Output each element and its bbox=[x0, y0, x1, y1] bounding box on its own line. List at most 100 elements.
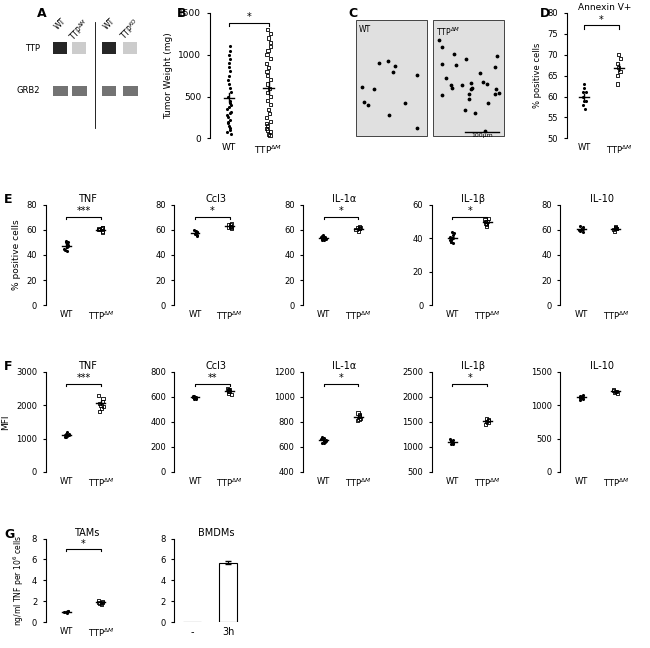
Text: *: * bbox=[246, 12, 252, 23]
Point bbox=[261, 112, 272, 122]
Point bbox=[577, 393, 588, 403]
Point bbox=[62, 605, 73, 616]
Point bbox=[96, 403, 107, 413]
Point bbox=[319, 235, 330, 245]
Point bbox=[355, 222, 365, 233]
Point bbox=[578, 227, 588, 238]
Point bbox=[390, 60, 400, 71]
Point bbox=[483, 213, 493, 224]
Point bbox=[265, 126, 276, 137]
Point bbox=[612, 388, 623, 399]
Text: ***: *** bbox=[77, 373, 91, 383]
Point bbox=[59, 607, 70, 618]
Point bbox=[481, 222, 491, 232]
Point bbox=[464, 94, 474, 104]
Title: TNF: TNF bbox=[77, 194, 96, 204]
Point bbox=[222, 104, 232, 114]
Bar bbox=[72, 86, 87, 96]
Point bbox=[316, 232, 326, 242]
Point bbox=[575, 393, 585, 404]
Point bbox=[265, 100, 276, 110]
Point bbox=[262, 66, 272, 76]
Point bbox=[355, 224, 365, 234]
Point bbox=[320, 233, 331, 244]
Point bbox=[265, 131, 275, 141]
Text: GRB2: GRB2 bbox=[17, 86, 40, 95]
Point bbox=[478, 76, 488, 87]
Point bbox=[95, 598, 105, 608]
Point bbox=[60, 237, 71, 248]
Text: 100μm: 100μm bbox=[471, 133, 493, 138]
Point bbox=[317, 232, 328, 242]
Point bbox=[578, 100, 588, 110]
Point bbox=[354, 224, 364, 234]
Point bbox=[62, 238, 72, 249]
Point bbox=[94, 597, 104, 607]
Point bbox=[320, 232, 330, 242]
Point bbox=[577, 394, 588, 404]
Point bbox=[94, 224, 104, 234]
Point bbox=[577, 390, 588, 400]
Point bbox=[445, 237, 456, 247]
Text: TTP$^{KO}$: TTP$^{KO}$ bbox=[118, 17, 143, 42]
Point bbox=[225, 45, 235, 56]
Point bbox=[321, 435, 332, 445]
Point bbox=[60, 430, 70, 440]
Point bbox=[611, 224, 621, 234]
Point bbox=[62, 607, 72, 618]
Y-axis label: % positive cells: % positive cells bbox=[533, 43, 542, 108]
Point bbox=[224, 121, 235, 131]
Point bbox=[60, 428, 71, 439]
Text: *: * bbox=[339, 207, 343, 216]
Point bbox=[449, 228, 460, 238]
Point bbox=[62, 430, 72, 441]
Point bbox=[447, 437, 457, 447]
Text: *: * bbox=[599, 15, 604, 25]
Point bbox=[483, 98, 493, 108]
Point bbox=[470, 108, 480, 118]
Point bbox=[317, 235, 328, 245]
Point bbox=[94, 399, 105, 409]
Point bbox=[369, 84, 379, 95]
Y-axis label: Tumor Weight (mg): Tumor Weight (mg) bbox=[164, 32, 173, 119]
Point bbox=[354, 409, 365, 419]
Point bbox=[466, 78, 476, 88]
Point bbox=[60, 431, 71, 441]
Point bbox=[609, 385, 619, 395]
Point bbox=[320, 437, 330, 447]
Point bbox=[445, 231, 456, 242]
Point bbox=[225, 220, 235, 230]
Point bbox=[265, 75, 276, 85]
Point bbox=[226, 218, 237, 229]
Point bbox=[224, 58, 234, 68]
Point bbox=[576, 225, 586, 235]
Point bbox=[578, 87, 588, 98]
Point bbox=[94, 406, 104, 417]
Point bbox=[446, 439, 456, 449]
Bar bbox=[102, 42, 116, 54]
Point bbox=[612, 224, 622, 234]
Point bbox=[317, 432, 328, 442]
Point bbox=[262, 25, 272, 35]
Point bbox=[578, 83, 589, 93]
Point bbox=[222, 112, 233, 122]
Point bbox=[261, 58, 272, 68]
Point bbox=[63, 237, 73, 248]
Point bbox=[411, 123, 422, 133]
Point bbox=[262, 95, 272, 106]
Point bbox=[188, 391, 199, 401]
Point bbox=[489, 62, 500, 73]
Point bbox=[580, 104, 590, 114]
Point bbox=[98, 402, 109, 412]
Point bbox=[578, 91, 588, 102]
Point bbox=[447, 83, 457, 93]
Bar bbox=[73, 42, 86, 54]
Point bbox=[266, 37, 276, 47]
Point bbox=[317, 434, 327, 445]
Bar bbox=[433, 21, 504, 136]
Title: IL-1α: IL-1α bbox=[332, 194, 357, 204]
Point bbox=[445, 235, 456, 245]
Point bbox=[262, 49, 272, 60]
Text: TTP$^{\Delta M}$: TTP$^{\Delta M}$ bbox=[436, 25, 460, 38]
Point bbox=[609, 388, 619, 398]
